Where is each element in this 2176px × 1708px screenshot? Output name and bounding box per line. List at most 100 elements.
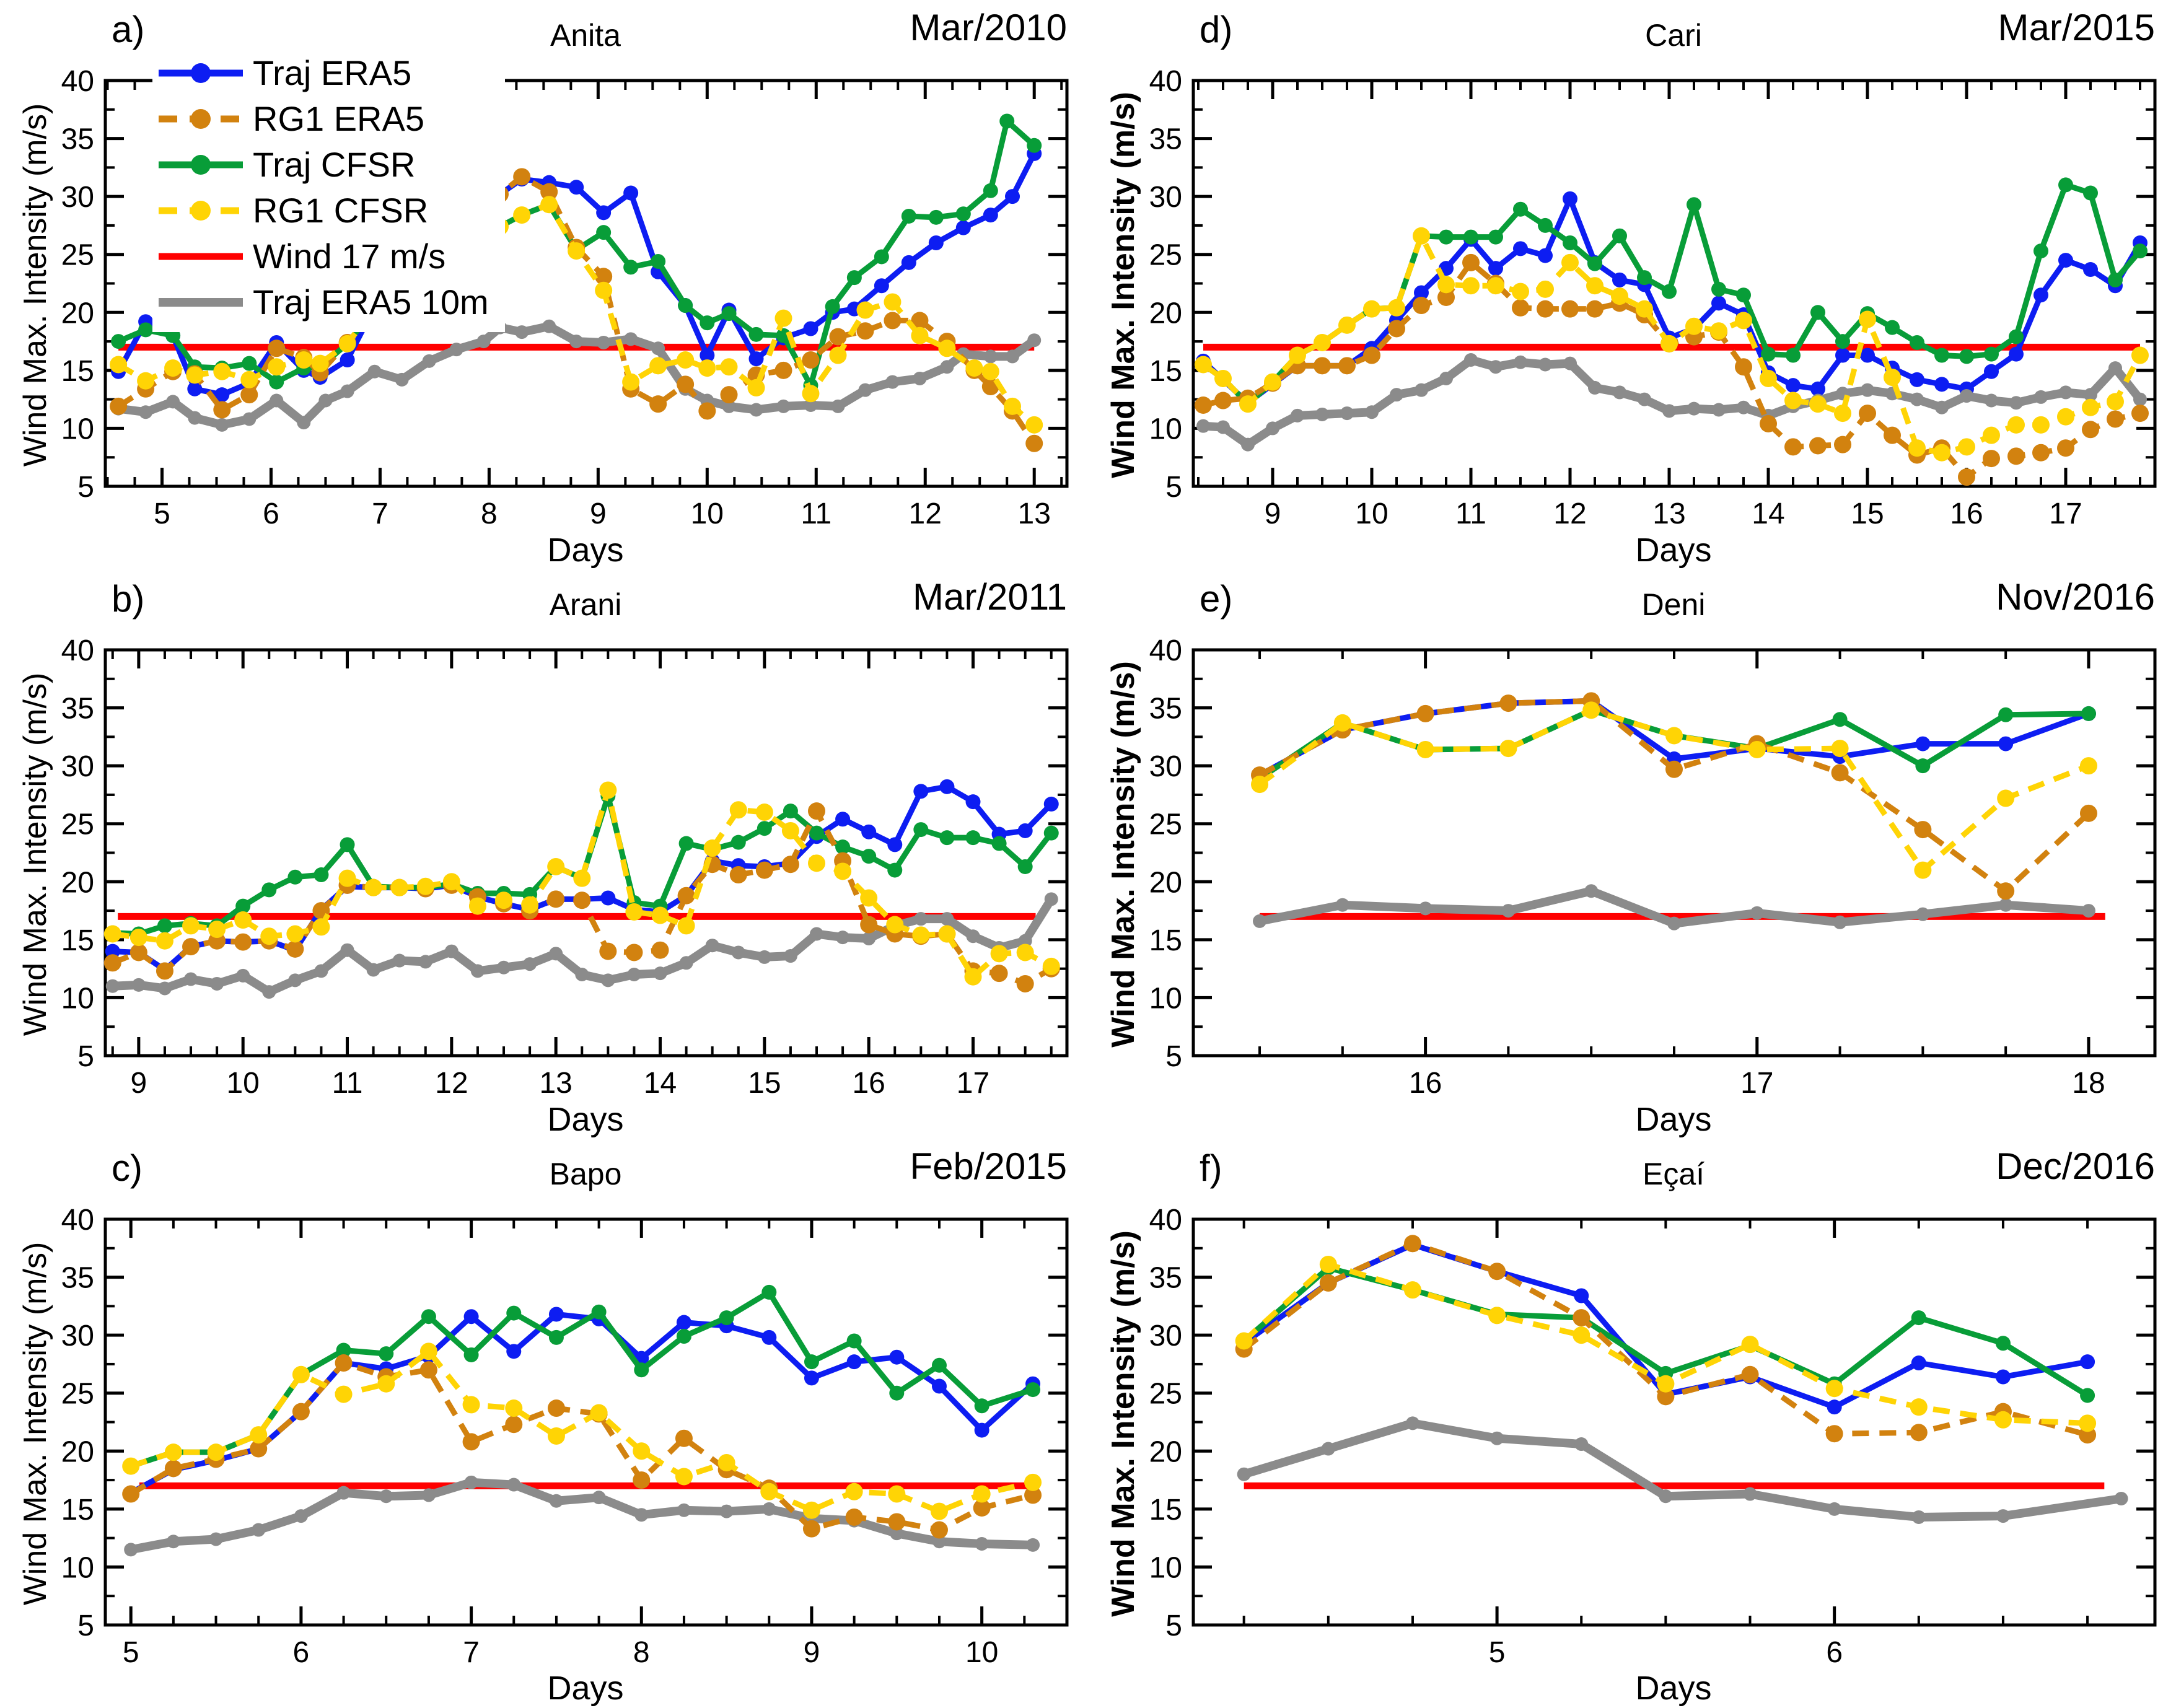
series-traj-cfsr-marker: [1915, 758, 1931, 774]
series-traj-cfsr-marker: [835, 839, 851, 855]
series-traj-cfsr-marker: [901, 208, 916, 224]
series-traj-cfsr-marker: [874, 249, 889, 265]
series-traj-era5-10m-marker: [1712, 403, 1726, 417]
series-traj-era5-10m-marker: [515, 325, 529, 339]
series-rg1-cfsr-marker: [1195, 356, 1212, 374]
series-rg1-cfsr-marker: [1251, 776, 1269, 794]
series-traj-era5-marker: [1711, 296, 1726, 311]
series-rg1-cfsr-marker: [1910, 1398, 1928, 1416]
series-rg1-cfsr-marker: [1710, 322, 1727, 340]
series-traj-era5-10m-marker: [1237, 1467, 1251, 1481]
series-rg1-cfsr-marker: [1004, 397, 1022, 415]
series-traj-cfsr-marker: [846, 270, 862, 286]
series-traj-cfsr-marker: [1786, 348, 1801, 363]
y-tick-label: 40: [1149, 634, 1182, 667]
series-traj-era5-marker: [187, 381, 203, 396]
legend-label: Wind 17 m/s: [253, 237, 446, 276]
series-traj-era5-10m-marker: [294, 1509, 308, 1523]
x-tick-label: 8: [633, 1636, 650, 1669]
series-rg1-cfsr-marker: [990, 945, 1008, 963]
series-traj-era5-10m-marker: [476, 335, 491, 349]
series-traj-cfsr-marker: [463, 1347, 479, 1362]
series-rg1-cfsr-marker: [250, 1426, 268, 1444]
axes-frame: [1191, 648, 2157, 1058]
series-rg1-era5-marker: [677, 375, 695, 393]
series-rg1-era5-marker: [1488, 1263, 1506, 1281]
series-rg1-era5-marker: [250, 1440, 268, 1458]
series-rg1-cfsr-marker: [760, 1482, 778, 1500]
series-traj-era5-10m-marker: [2114, 1492, 2128, 1506]
series-rg1-cfsr-marker: [442, 873, 460, 891]
series-rg1-cfsr-marker: [1661, 335, 1678, 353]
panel-letter: d): [1200, 9, 1233, 50]
legend-label: Traj ERA5 10m: [253, 282, 489, 322]
x-tick-label: 15: [748, 1067, 781, 1100]
x-tick-label: 13: [539, 1067, 572, 1100]
series-rg1-cfsr-marker: [774, 309, 792, 327]
series-rg1-cfsr-marker: [1831, 740, 1849, 758]
series-traj-era5-10m-marker: [592, 1491, 606, 1505]
series-rg1-cfsr-marker: [729, 801, 747, 819]
series-traj-era5-10m-marker: [166, 1535, 180, 1549]
series-rg1-era5-marker: [1859, 405, 1876, 423]
series-rg1-cfsr-marker: [2057, 408, 2074, 426]
series-rg1-cfsr-marker: [377, 1375, 395, 1393]
series-traj-era5-10m-marker: [1638, 392, 1651, 406]
series-rg1-cfsr-marker: [208, 921, 226, 939]
series-traj-era5-10m-marker: [783, 949, 797, 963]
series-rg1-era5-marker: [1403, 1235, 1421, 1253]
series-rg1-cfsr-marker: [930, 1502, 948, 1520]
series-rg1-era5-marker: [419, 1361, 437, 1379]
series-traj-era5-10m-marker: [549, 1494, 563, 1508]
panel-title: Deni: [1641, 587, 1706, 622]
chart-plot-deni: 16 17 18 5 10 15 20 25 30 35 40: [1149, 634, 2157, 1100]
series-rg1-era5-marker: [774, 361, 792, 379]
x-tick-label: 11: [801, 497, 831, 530]
series-rg1-cfsr-marker: [2079, 757, 2097, 775]
series-traj-era5-10m-marker: [624, 332, 638, 346]
panel-title: Anita: [550, 18, 621, 53]
axes-frame: [1191, 79, 2157, 488]
x-tick-label: 10: [226, 1067, 259, 1100]
y-tick-label: 20: [61, 297, 94, 330]
series-rg1-cfsr-marker: [1314, 333, 1331, 351]
series-traj-cfsr-marker: [804, 1354, 819, 1370]
series-traj-cfsr-marker: [421, 1309, 436, 1325]
series-traj-era5-10m-marker: [392, 953, 406, 968]
y-tick-label: 40: [1149, 1204, 1182, 1237]
series-rg1-era5-marker: [1537, 300, 1554, 318]
series-traj-era5-10m-marker: [1464, 353, 1478, 367]
series-rg1-era5-marker: [829, 328, 847, 346]
series-rg1-era5-marker: [122, 1485, 140, 1503]
chart-plot-cari: 9 10 11 12 13 14 15 16 17 5 10 15 20 25 30 35 40: [1149, 65, 2157, 530]
y-tick-label: 15: [61, 1494, 94, 1526]
series-rg1-era5-marker: [286, 940, 304, 958]
series-rg1-cfsr-marker: [911, 326, 929, 344]
series-rg1-cfsr-marker: [649, 357, 667, 375]
series-traj-era5-10m-marker: [1489, 360, 1503, 374]
series-traj-cfsr-marker: [340, 837, 355, 852]
series-traj-era5-10m-marker: [890, 1526, 904, 1541]
panel-ecai: f) Eçaí Dec/2016 Wind Max. Intensity (m/…: [1088, 1139, 2176, 1707]
series-traj-era5-marker: [340, 353, 355, 368]
series-rg1-cfsr-marker: [312, 918, 330, 936]
series-rg1-cfsr-line: [129, 1348, 1034, 1515]
axes-frame: [1191, 1217, 2157, 1627]
series-traj-cfsr-marker: [1761, 346, 1776, 362]
panel-letter: c): [112, 1147, 143, 1189]
series-traj-era5-marker: [506, 1344, 522, 1359]
series-traj-era5-marker: [1827, 1399, 1842, 1415]
series-rg1-era5-marker: [1884, 426, 1901, 444]
series-rg1-era5-marker: [1573, 1309, 1590, 1327]
series-traj-cfsr-marker: [1439, 229, 1454, 245]
series-traj-era5-marker: [1984, 364, 1999, 379]
axes-frame: [103, 79, 1069, 488]
series-rg1-cfsr-marker: [547, 1427, 565, 1445]
series-rg1-era5-marker: [1388, 320, 1405, 338]
series-traj-cfsr-marker: [1043, 825, 1059, 841]
series-rg1-cfsr-marker: [2007, 416, 2025, 434]
series-traj-era5-marker: [1043, 796, 1059, 812]
series-rg1-era5-marker: [1910, 1424, 1928, 1442]
series-rg1-cfsr-marker: [390, 878, 408, 896]
series-rg1-era5-marker: [1809, 437, 1827, 455]
